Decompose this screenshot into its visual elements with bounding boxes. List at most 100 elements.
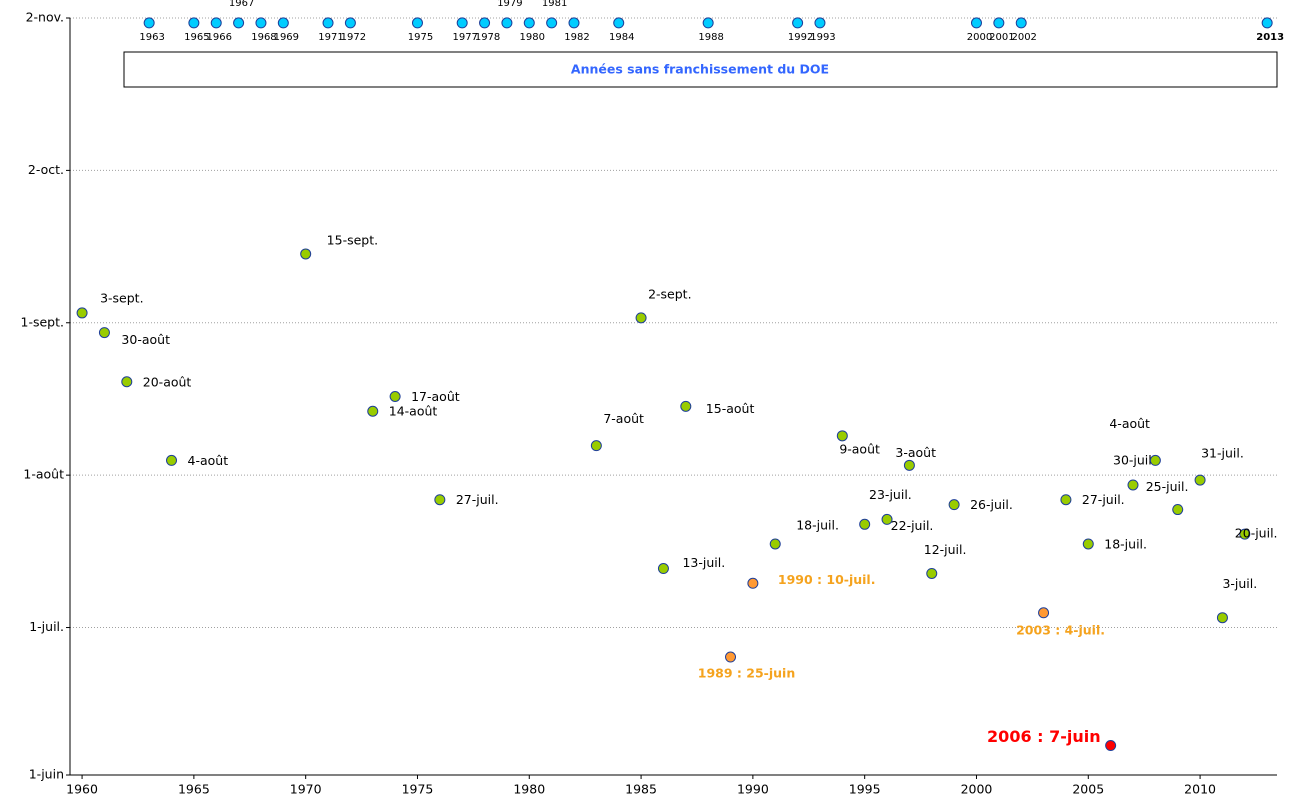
point	[546, 17, 558, 29]
data-label: 20-août	[143, 374, 192, 389]
point	[993, 17, 1005, 29]
data-label: 2006 : 7-juin	[987, 727, 1101, 746]
year-label: 1979	[497, 0, 522, 9]
point	[255, 17, 267, 29]
point	[725, 651, 737, 663]
x-tick-label: 1975	[402, 782, 434, 797]
point	[1261, 17, 1273, 29]
year-label: 1972	[341, 32, 366, 43]
y-tick-label: 1-sept.	[21, 314, 64, 329]
point	[411, 17, 423, 29]
year-label: 2000	[967, 32, 992, 43]
year-label: 1977	[452, 32, 477, 43]
point	[1216, 612, 1228, 624]
data-label: 18-juil.	[796, 517, 839, 532]
data-label: 3-juil.	[1222, 576, 1257, 591]
data-label: 17-août	[411, 389, 460, 404]
point	[389, 391, 401, 402]
year-label: 1980	[520, 32, 545, 43]
data-label: 3-août	[895, 445, 936, 460]
data-label: 4-août	[1109, 416, 1150, 431]
point	[747, 577, 759, 589]
data-label: 1989 : 25-juin	[698, 666, 795, 681]
x-tick-label: 1985	[625, 782, 657, 797]
data-label: 30-août	[121, 332, 170, 347]
data-label: 13-juil.	[682, 555, 725, 570]
x-tick-label: 1965	[178, 782, 210, 797]
data-label: 27-juil.	[1082, 492, 1125, 507]
data-label: 15-sept.	[327, 232, 378, 247]
year-label: 1965	[184, 32, 209, 43]
point	[300, 248, 312, 260]
point	[1105, 740, 1117, 752]
point	[1060, 494, 1072, 506]
year-label: 2002	[1011, 32, 1036, 43]
point	[680, 400, 692, 412]
y-tick-label: 1-août	[23, 467, 64, 482]
year-label: 1969	[274, 32, 299, 43]
year-label: 1967	[229, 0, 254, 9]
year-label: 1968	[251, 32, 276, 43]
annotation: Années sans franchissement du DOE	[571, 62, 829, 77]
point	[210, 17, 222, 29]
x-tick-label: 1995	[849, 782, 881, 797]
x-tick-label: 2000	[961, 782, 993, 797]
point	[1015, 17, 1027, 29]
data-label: 1990 : 10-juil.	[778, 572, 876, 587]
x-tick-label: 1960	[66, 782, 98, 797]
point	[456, 17, 468, 29]
data-label: 9-août	[839, 441, 880, 456]
point	[166, 454, 178, 466]
y-tick-label: 2-nov.	[26, 10, 64, 25]
data-label: 30-juil.	[1113, 452, 1156, 467]
data-label: 4-août	[188, 453, 229, 468]
point	[613, 17, 625, 29]
point	[1149, 454, 1161, 466]
point	[523, 17, 535, 29]
x-tick-label: 1980	[513, 782, 545, 797]
point	[590, 440, 602, 452]
point	[769, 538, 781, 550]
y-tick-label: 2-oct.	[28, 162, 64, 177]
year-label: 1966	[207, 32, 232, 43]
point	[859, 518, 871, 530]
point	[121, 376, 133, 388]
data-label: 3-sept.	[100, 290, 143, 305]
data-label: 14-août	[389, 404, 438, 419]
year-label: 1981	[542, 0, 567, 9]
year-label: 1993	[810, 32, 835, 43]
point	[1082, 538, 1094, 550]
point	[233, 17, 245, 29]
point	[1172, 504, 1184, 516]
data-label: 2003 : 4-juil.	[1016, 622, 1105, 637]
point	[903, 459, 915, 471]
year-label: 2001	[989, 32, 1014, 43]
year-label: 2013	[1256, 32, 1284, 43]
point	[1194, 474, 1206, 486]
x-tick-label: 2010	[1184, 782, 1216, 797]
data-label: 18-juil.	[1104, 536, 1147, 551]
point	[657, 563, 669, 575]
year-label: 1975	[408, 32, 433, 43]
point	[970, 17, 982, 29]
point	[1127, 479, 1139, 491]
point	[188, 17, 200, 29]
point	[501, 17, 513, 29]
year-label: 1978	[475, 32, 500, 43]
data-label: 23-juil.	[869, 487, 912, 502]
data-label: 2-sept.	[648, 286, 691, 301]
year-label: 1982	[564, 32, 589, 43]
point	[881, 513, 893, 525]
data-label: 12-juil.	[924, 542, 967, 557]
point	[76, 307, 88, 319]
annotation-box	[123, 51, 1278, 88]
point	[98, 327, 110, 339]
point	[1239, 528, 1251, 540]
data-label: 27-juil.	[456, 492, 499, 507]
year-label: 1992	[788, 32, 813, 43]
point	[1038, 607, 1050, 619]
y-tick-label: 1-juin	[29, 767, 64, 782]
data-label: 20-juil.	[1235, 526, 1278, 541]
point	[434, 494, 446, 506]
